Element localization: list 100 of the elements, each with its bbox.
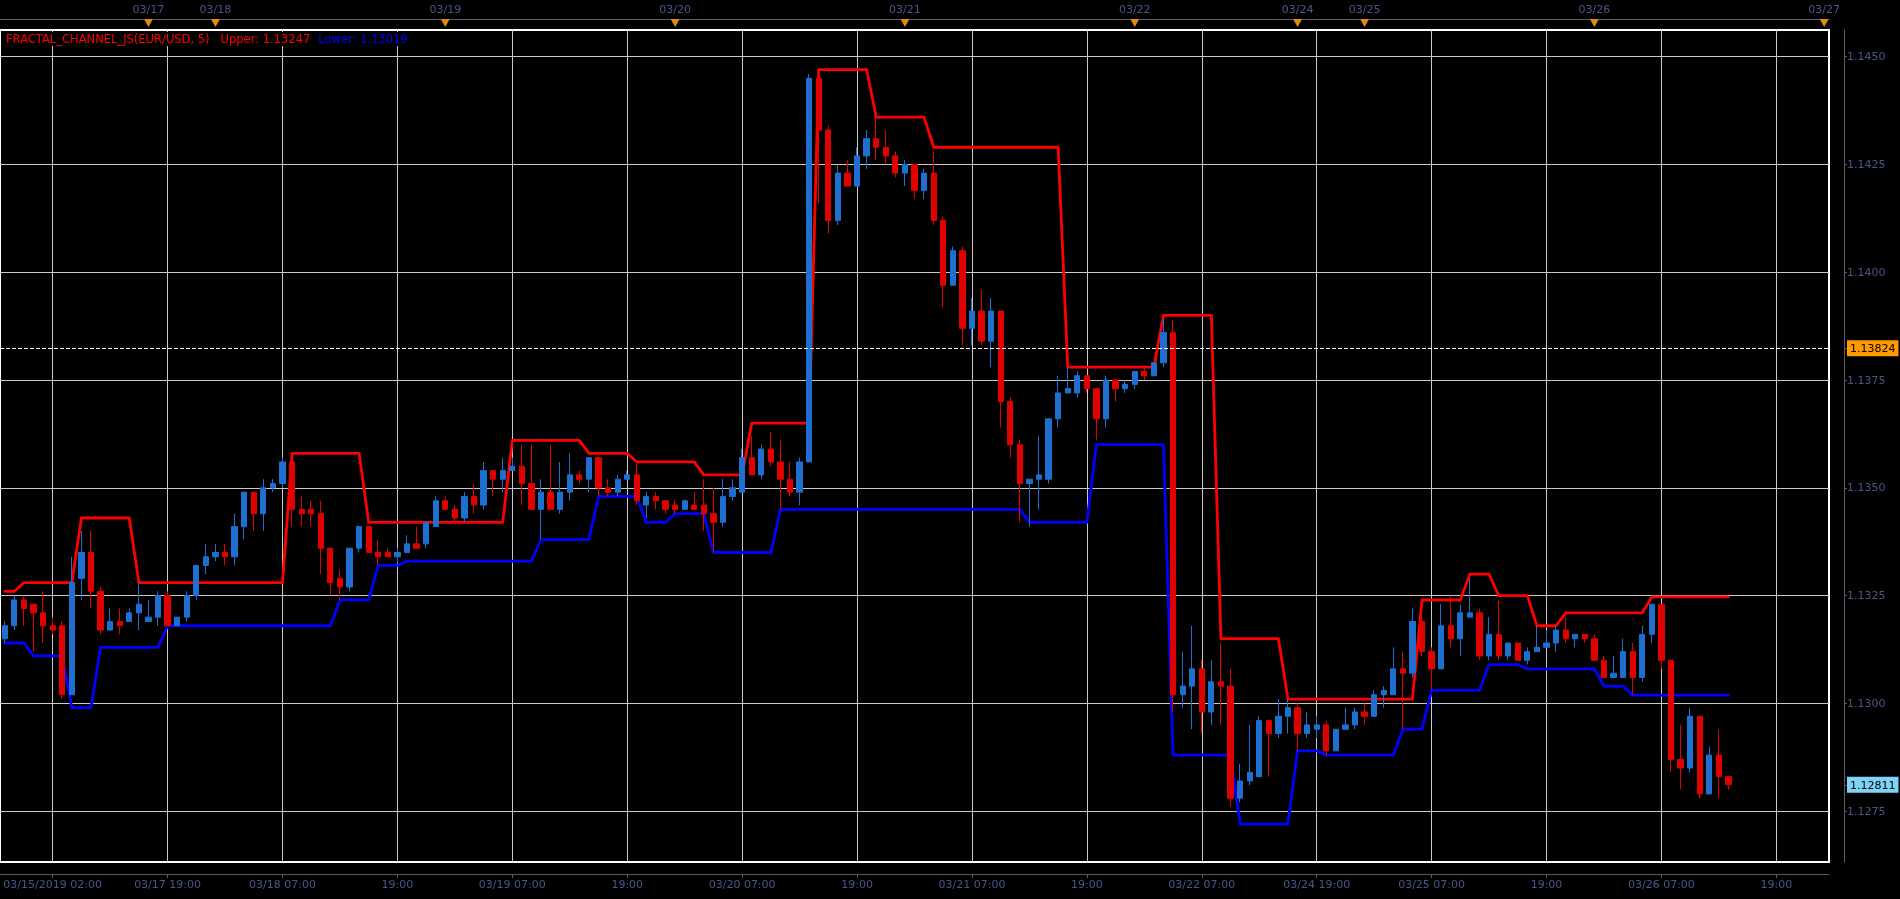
candlestick: [1476, 608, 1483, 661]
y-tick-label: 1.1300: [1847, 696, 1886, 710]
candlestick: [557, 461, 563, 515]
candlestick: [1151, 362, 1157, 377]
candlestick: [1419, 612, 1425, 657]
candlestick: [1457, 603, 1463, 657]
candlestick: [279, 457, 286, 489]
candlestick: [184, 590, 190, 622]
candlestick: [739, 448, 745, 493]
candlestick: [1045, 418, 1052, 484]
candlestick: [1428, 646, 1435, 691]
candlestick: [30, 603, 37, 653]
candlestick: [1677, 724, 1684, 791]
candlestick: [1534, 625, 1540, 653]
x-tick-label: 19:00: [1071, 878, 1103, 891]
candlestick: [1170, 319, 1176, 713]
x-tick-label: 03/22 07:00: [1168, 878, 1236, 891]
candlestick: [768, 431, 774, 467]
candlestick: [796, 457, 803, 506]
candlestick: [1055, 375, 1061, 428]
candlestick: [1026, 478, 1033, 528]
candlestick: [1160, 319, 1167, 368]
x-tick-label: 19:00: [1530, 878, 1563, 891]
candlestick: [318, 500, 324, 575]
candlestick: [519, 444, 525, 506]
candlestick: [1017, 439, 1023, 523]
candlestick: [452, 504, 458, 523]
candlestick: [682, 500, 688, 510]
candlestick: [203, 543, 209, 575]
candlestick: [710, 487, 717, 553]
category-label: 03/22: [1118, 3, 1151, 16]
y-tick-label: 1.13824: [1850, 342, 1896, 356]
x-tick-label: 03/19 07:00: [478, 878, 546, 891]
candlestick: [1256, 715, 1262, 778]
candlestick: [1237, 763, 1243, 804]
x-tick-label: 03/17 19:00: [134, 878, 202, 891]
candlestick: [538, 478, 544, 541]
candlestick: [902, 159, 908, 187]
x-tick-label: 03/26 07:00: [1627, 878, 1695, 891]
candlestick: [117, 608, 123, 635]
y-tick-label: 1.1425: [1847, 158, 1886, 171]
candlestick: [1649, 603, 1655, 644]
category-label: 03/19: [429, 3, 462, 16]
line-series: [3, 443, 1730, 826]
candlestick: [1591, 633, 1598, 661]
candlestick: [1294, 702, 1301, 752]
category-label: 03/26: [1578, 3, 1611, 16]
candlestick: [174, 616, 180, 627]
candlestick: [921, 168, 927, 200]
candlestick: [662, 500, 669, 515]
candlestick: [892, 151, 898, 178]
candlestick: [1668, 659, 1674, 773]
candlestick: [605, 478, 611, 497]
y-tick-label: 1.1350: [1847, 481, 1886, 495]
candlestick: [825, 125, 831, 234]
candlestick: [1582, 633, 1588, 644]
candlestick: [576, 470, 582, 484]
candlestick: [978, 289, 985, 347]
chart-title: FRACTAL_CHANNEL_JS(EUR/USD, 5): [6, 32, 210, 46]
candlestick: [806, 73, 812, 463]
candlestick: [490, 470, 496, 497]
category-label: 03/21: [889, 3, 921, 16]
candlestick: [107, 608, 113, 631]
candlestick: [624, 470, 630, 480]
candlestick: [193, 564, 199, 601]
x-tick-label: 03/20 07:00: [708, 878, 776, 891]
candlestick: [1007, 396, 1013, 459]
candlestick: [1361, 702, 1368, 726]
candlestick: [1543, 629, 1550, 648]
x-tick-label: 19:00: [1760, 878, 1793, 891]
candlestick: [1409, 608, 1416, 678]
candlestick: [1189, 625, 1195, 730]
candlestick: [547, 444, 554, 510]
candlestick: [595, 457, 602, 497]
candlestick: [1610, 655, 1617, 678]
y-tick-label: 1.1450: [1847, 50, 1886, 64]
candlestick: [404, 534, 410, 553]
candlestick: [528, 444, 535, 510]
candlestick: [1266, 720, 1272, 778]
text: Lower: 1.13019: [318, 32, 408, 46]
candlestick: [1103, 375, 1109, 428]
candlestick: [1132, 370, 1138, 390]
candlestick: [1141, 366, 1147, 381]
candlestick: [260, 478, 266, 532]
candlestick: [78, 530, 85, 601]
candlestick: [835, 164, 841, 226]
candlestick: [1036, 435, 1042, 510]
candlestick: [1706, 745, 1712, 795]
candlestick: [1093, 388, 1100, 441]
candlestick: [212, 543, 219, 562]
candlestick: [950, 245, 956, 286]
y-tick-label: 1.1375: [1847, 373, 1886, 387]
candlestick: [1381, 685, 1387, 709]
candlestick: [1630, 642, 1636, 696]
candlestick: [500, 457, 506, 493]
category-label: 03/17: [132, 3, 165, 16]
candlestick: [615, 474, 621, 497]
candlestick: [883, 129, 889, 165]
candlestick: [1524, 646, 1530, 666]
candlestick: [1084, 375, 1090, 394]
